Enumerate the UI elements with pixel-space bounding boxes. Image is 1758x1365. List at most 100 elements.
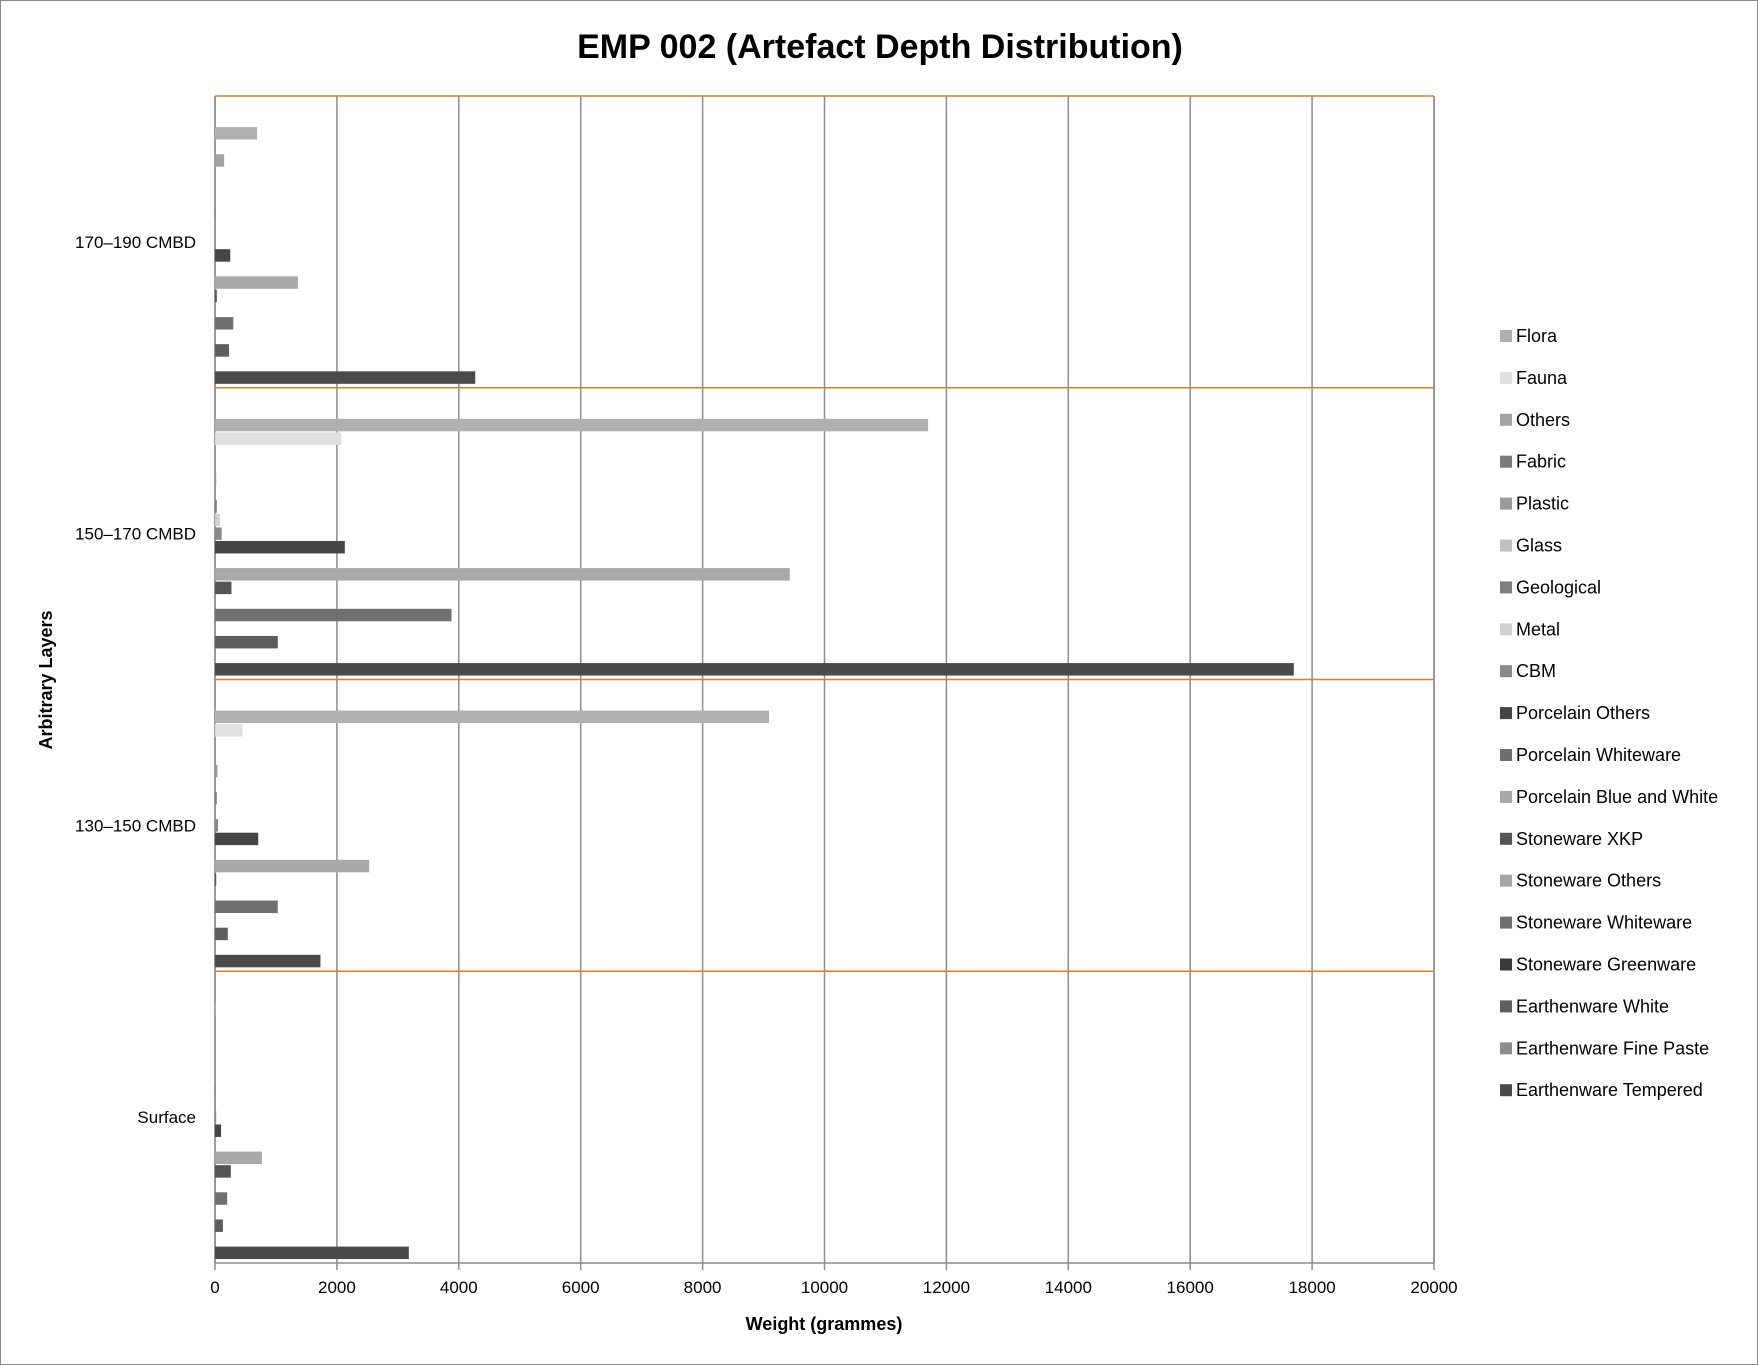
legend-label: Fauna bbox=[1516, 368, 1568, 388]
legend-swatch bbox=[1500, 1000, 1512, 1013]
legend-swatch bbox=[1500, 623, 1512, 636]
bar bbox=[215, 663, 1294, 676]
chart-title: EMP 002 (Artefact Depth Distribution) bbox=[577, 28, 1183, 66]
legend-swatch bbox=[1500, 581, 1512, 594]
legend-swatch bbox=[1500, 371, 1512, 384]
legend-swatch bbox=[1500, 539, 1512, 552]
legend-label: Stoneware Others bbox=[1516, 871, 1661, 891]
legend-label: Earthenware Fine Paste bbox=[1516, 1038, 1709, 1058]
y-category-label: 150–170 CMBD bbox=[75, 525, 196, 544]
legend-swatch bbox=[1500, 1042, 1512, 1055]
bar bbox=[215, 954, 321, 968]
bar bbox=[215, 819, 219, 832]
legend-label: Earthenware White bbox=[1516, 996, 1669, 1016]
x-tick-label: 2000 bbox=[318, 1278, 356, 1297]
bar bbox=[215, 289, 217, 303]
bar bbox=[215, 1165, 231, 1178]
bar bbox=[215, 568, 790, 581]
legend-swatch bbox=[1500, 958, 1512, 971]
bar bbox=[215, 527, 222, 540]
legend-label: Earthenware Tempered bbox=[1516, 1080, 1703, 1100]
legend-swatch bbox=[1500, 749, 1512, 761]
bars-layer bbox=[215, 127, 1294, 1260]
legend-label: Others bbox=[1516, 410, 1570, 430]
x-tick-label: 0 bbox=[210, 1278, 219, 1297]
bar bbox=[215, 1151, 262, 1165]
legend-swatch bbox=[1500, 874, 1512, 887]
bar bbox=[215, 371, 476, 384]
bar bbox=[215, 317, 234, 330]
bar bbox=[215, 1124, 222, 1137]
x-tick-label: 18000 bbox=[1288, 1278, 1335, 1297]
legend-swatch bbox=[1500, 832, 1512, 845]
bar bbox=[215, 859, 370, 873]
bar bbox=[215, 1219, 223, 1232]
bar bbox=[215, 418, 929, 432]
legend: Flora Fauna Others Fabric Plastic Glass Geolog… bbox=[1500, 326, 1718, 1100]
x-tick-label: 12000 bbox=[923, 1278, 970, 1297]
grid-layer bbox=[214, 95, 1435, 1270]
bar bbox=[215, 249, 231, 262]
y-category-label: 170–190 CMBD bbox=[75, 233, 196, 252]
legend-label: Porcelain Others bbox=[1516, 703, 1650, 723]
y-axis-label: Arbitrary Layers bbox=[36, 610, 56, 749]
bar bbox=[215, 276, 298, 289]
legend-label: Geological bbox=[1516, 577, 1601, 597]
bar bbox=[215, 635, 278, 649]
legend-swatch bbox=[1500, 1084, 1512, 1097]
bar bbox=[215, 432, 342, 445]
legend-label: Stoneware XKP bbox=[1516, 829, 1643, 849]
x-tick-labels: 0 2000 4000 6000 8000 10000 12000 14000 16000 180… bbox=[210, 1278, 1457, 1297]
bar bbox=[215, 540, 345, 554]
legend-label: Glass bbox=[1516, 536, 1562, 556]
bar bbox=[215, 154, 225, 167]
legend-swatch bbox=[1500, 790, 1512, 803]
y-category-labels: Surface 130–150 CMBD 150–170 CMBD 170–190 C… bbox=[75, 233, 196, 1127]
legend-swatch bbox=[1500, 707, 1512, 720]
bar bbox=[215, 1110, 217, 1124]
legend-label: Plastic bbox=[1516, 494, 1569, 514]
bar bbox=[215, 873, 217, 886]
bar bbox=[215, 1246, 409, 1260]
bar bbox=[215, 1002, 216, 1015]
bar bbox=[215, 1083, 216, 1097]
legend-label: Fabric bbox=[1516, 452, 1566, 472]
x-tick-label: 20000 bbox=[1410, 1278, 1457, 1297]
bar bbox=[215, 513, 220, 527]
legend-swatch bbox=[1500, 455, 1512, 468]
bar bbox=[215, 1192, 228, 1205]
legend-label: Metal bbox=[1516, 619, 1560, 639]
x-tick-label: 8000 bbox=[684, 1278, 722, 1297]
bar bbox=[215, 473, 217, 486]
legend-label: Porcelain Whiteware bbox=[1516, 745, 1681, 765]
bar bbox=[215, 791, 217, 805]
bar bbox=[215, 581, 232, 595]
bar bbox=[215, 927, 228, 941]
x-tick-label: 14000 bbox=[1045, 1278, 1092, 1297]
legend-label: Stoneware Greenware bbox=[1516, 955, 1696, 975]
y-category-label: 130–150 CMBD bbox=[75, 816, 196, 835]
y-category-label: Surface bbox=[137, 1108, 196, 1127]
x-tick-label: 10000 bbox=[801, 1278, 848, 1297]
legend-label: Stoneware Whiteware bbox=[1516, 913, 1692, 933]
bar bbox=[215, 344, 230, 357]
legend-label: CBM bbox=[1516, 661, 1556, 681]
x-tick-label: 6000 bbox=[562, 1278, 600, 1297]
bar bbox=[215, 724, 243, 737]
bar bbox=[215, 710, 770, 724]
legend-swatch bbox=[1500, 413, 1512, 426]
bar bbox=[215, 500, 217, 513]
bar bbox=[215, 608, 452, 622]
legend-swatch bbox=[1500, 330, 1512, 342]
bar bbox=[215, 127, 258, 140]
x-axis-label: Weight (grammes) bbox=[746, 1314, 903, 1334]
legend-swatch bbox=[1500, 497, 1512, 510]
legend-swatch bbox=[1500, 916, 1512, 929]
bar bbox=[215, 764, 218, 778]
legend-label: Flora bbox=[1516, 326, 1558, 346]
bar bbox=[215, 832, 259, 846]
bar bbox=[215, 900, 278, 914]
x-tick-label: 4000 bbox=[440, 1278, 478, 1297]
